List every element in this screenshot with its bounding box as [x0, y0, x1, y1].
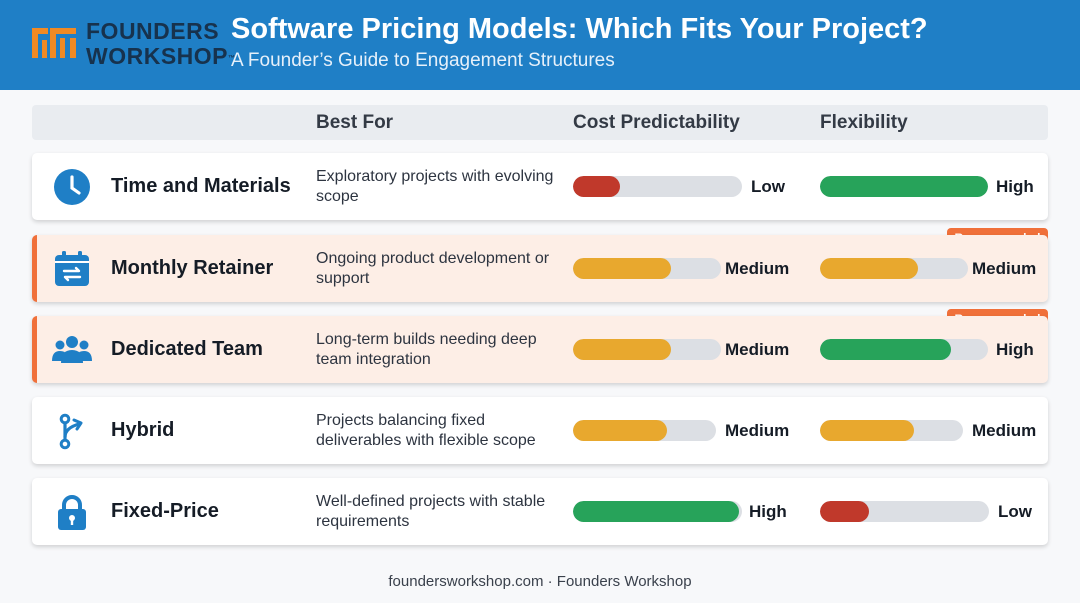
best-for-text: Well-defined projects with stable requir… — [316, 493, 546, 530]
cost-predictability-bar — [573, 339, 721, 360]
flexibility-level: Low — [998, 502, 1032, 521]
cost-predictability-level: Medium — [725, 421, 790, 440]
model-name: Hybrid — [111, 419, 175, 441]
cost-predictability-bar — [573, 258, 721, 279]
logo-mark-icon — [32, 28, 76, 58]
level-fill-medium — [573, 339, 671, 360]
cost-predictability-level: Medium — [725, 340, 790, 359]
pricing-row-monthly-retainer: Monthly Retainer Ongoing product develop… — [32, 235, 1048, 302]
footer-credit: foundersworkshop.com · Founders Workshop — [388, 573, 692, 590]
column-header-cost-predictability: Cost Predictability — [573, 112, 740, 133]
flexibility-bar — [820, 339, 988, 360]
model-name: Time and Materials — [111, 175, 291, 197]
cost-predictability-bar — [573, 501, 742, 522]
model-name: Monthly Retainer — [111, 257, 274, 279]
level-fill-low — [573, 176, 621, 197]
team-icon — [52, 331, 92, 369]
pricing-row-fixed-price: Fixed-Price Well-defined projects with s… — [32, 478, 1048, 545]
level-fill-high — [573, 501, 739, 522]
flexibility-bar — [820, 258, 968, 279]
cost-predictability-level: Low — [751, 177, 785, 196]
clock-icon — [52, 168, 92, 206]
level-fill-high — [820, 339, 952, 360]
best-for-text: Ongoing product development or support — [316, 250, 550, 287]
flexibility-level: High — [996, 340, 1034, 359]
level-fill-medium — [573, 420, 668, 441]
cost-predictability-level: Medium — [725, 259, 790, 278]
flexibility-level: High — [996, 177, 1034, 196]
column-header-best-for: Best For — [316, 112, 394, 133]
level-fill-medium — [820, 420, 915, 441]
column-header-bar: Best For Cost Predictability Flexibility — [32, 105, 1048, 140]
cost-predictability-level: High — [749, 502, 787, 521]
best-for-text: Projects balancing fixed deliverables wi… — [316, 412, 536, 449]
branch-icon — [52, 412, 92, 450]
calendar-refresh-icon — [52, 250, 92, 288]
level-fill-medium — [573, 258, 671, 279]
flexibility-bar — [820, 420, 963, 441]
flexibility-bar — [820, 176, 988, 197]
page-title: Software Pricing Models: Which Fits Your… — [231, 13, 928, 45]
flexibility-level: Medium — [972, 259, 1037, 278]
flexibility-bar — [820, 501, 989, 522]
lock-icon — [52, 493, 92, 531]
logo-text: FOUNDERS WORKSHOP™ — [86, 18, 236, 69]
page-subtitle: A Founder’s Guide to Engagement Structur… — [231, 50, 615, 71]
pricing-row-time-and-materials: Time and Materials Exploratory projects … — [32, 153, 1048, 220]
cost-predictability-bar — [573, 420, 716, 441]
cost-predictability-bar — [573, 176, 742, 197]
best-for-text: Exploratory projects with evolving scope — [316, 168, 554, 205]
best-for-text: Long-term builds needing deep team integ… — [316, 331, 537, 368]
pricing-row-hybrid: Hybrid Projects balancing fixed delivera… — [32, 397, 1048, 464]
flexibility-level: Medium — [972, 421, 1037, 440]
header-banner: FOUNDERS WORKSHOP™ Software Pricing Mode… — [0, 0, 1080, 90]
model-name: Fixed-Price — [111, 500, 219, 522]
level-fill-medium — [820, 258, 918, 279]
level-fill-high — [820, 176, 988, 197]
model-name: Dedicated Team — [111, 338, 263, 360]
founders-workshop-logo: FOUNDERS WORKSHOP™ — [30, 16, 235, 72]
level-fill-low — [820, 501, 869, 522]
pricing-row-dedicated-team: Dedicated Team Long-term builds needing … — [32, 316, 1048, 383]
column-header-flexibility: Flexibility — [820, 112, 908, 133]
